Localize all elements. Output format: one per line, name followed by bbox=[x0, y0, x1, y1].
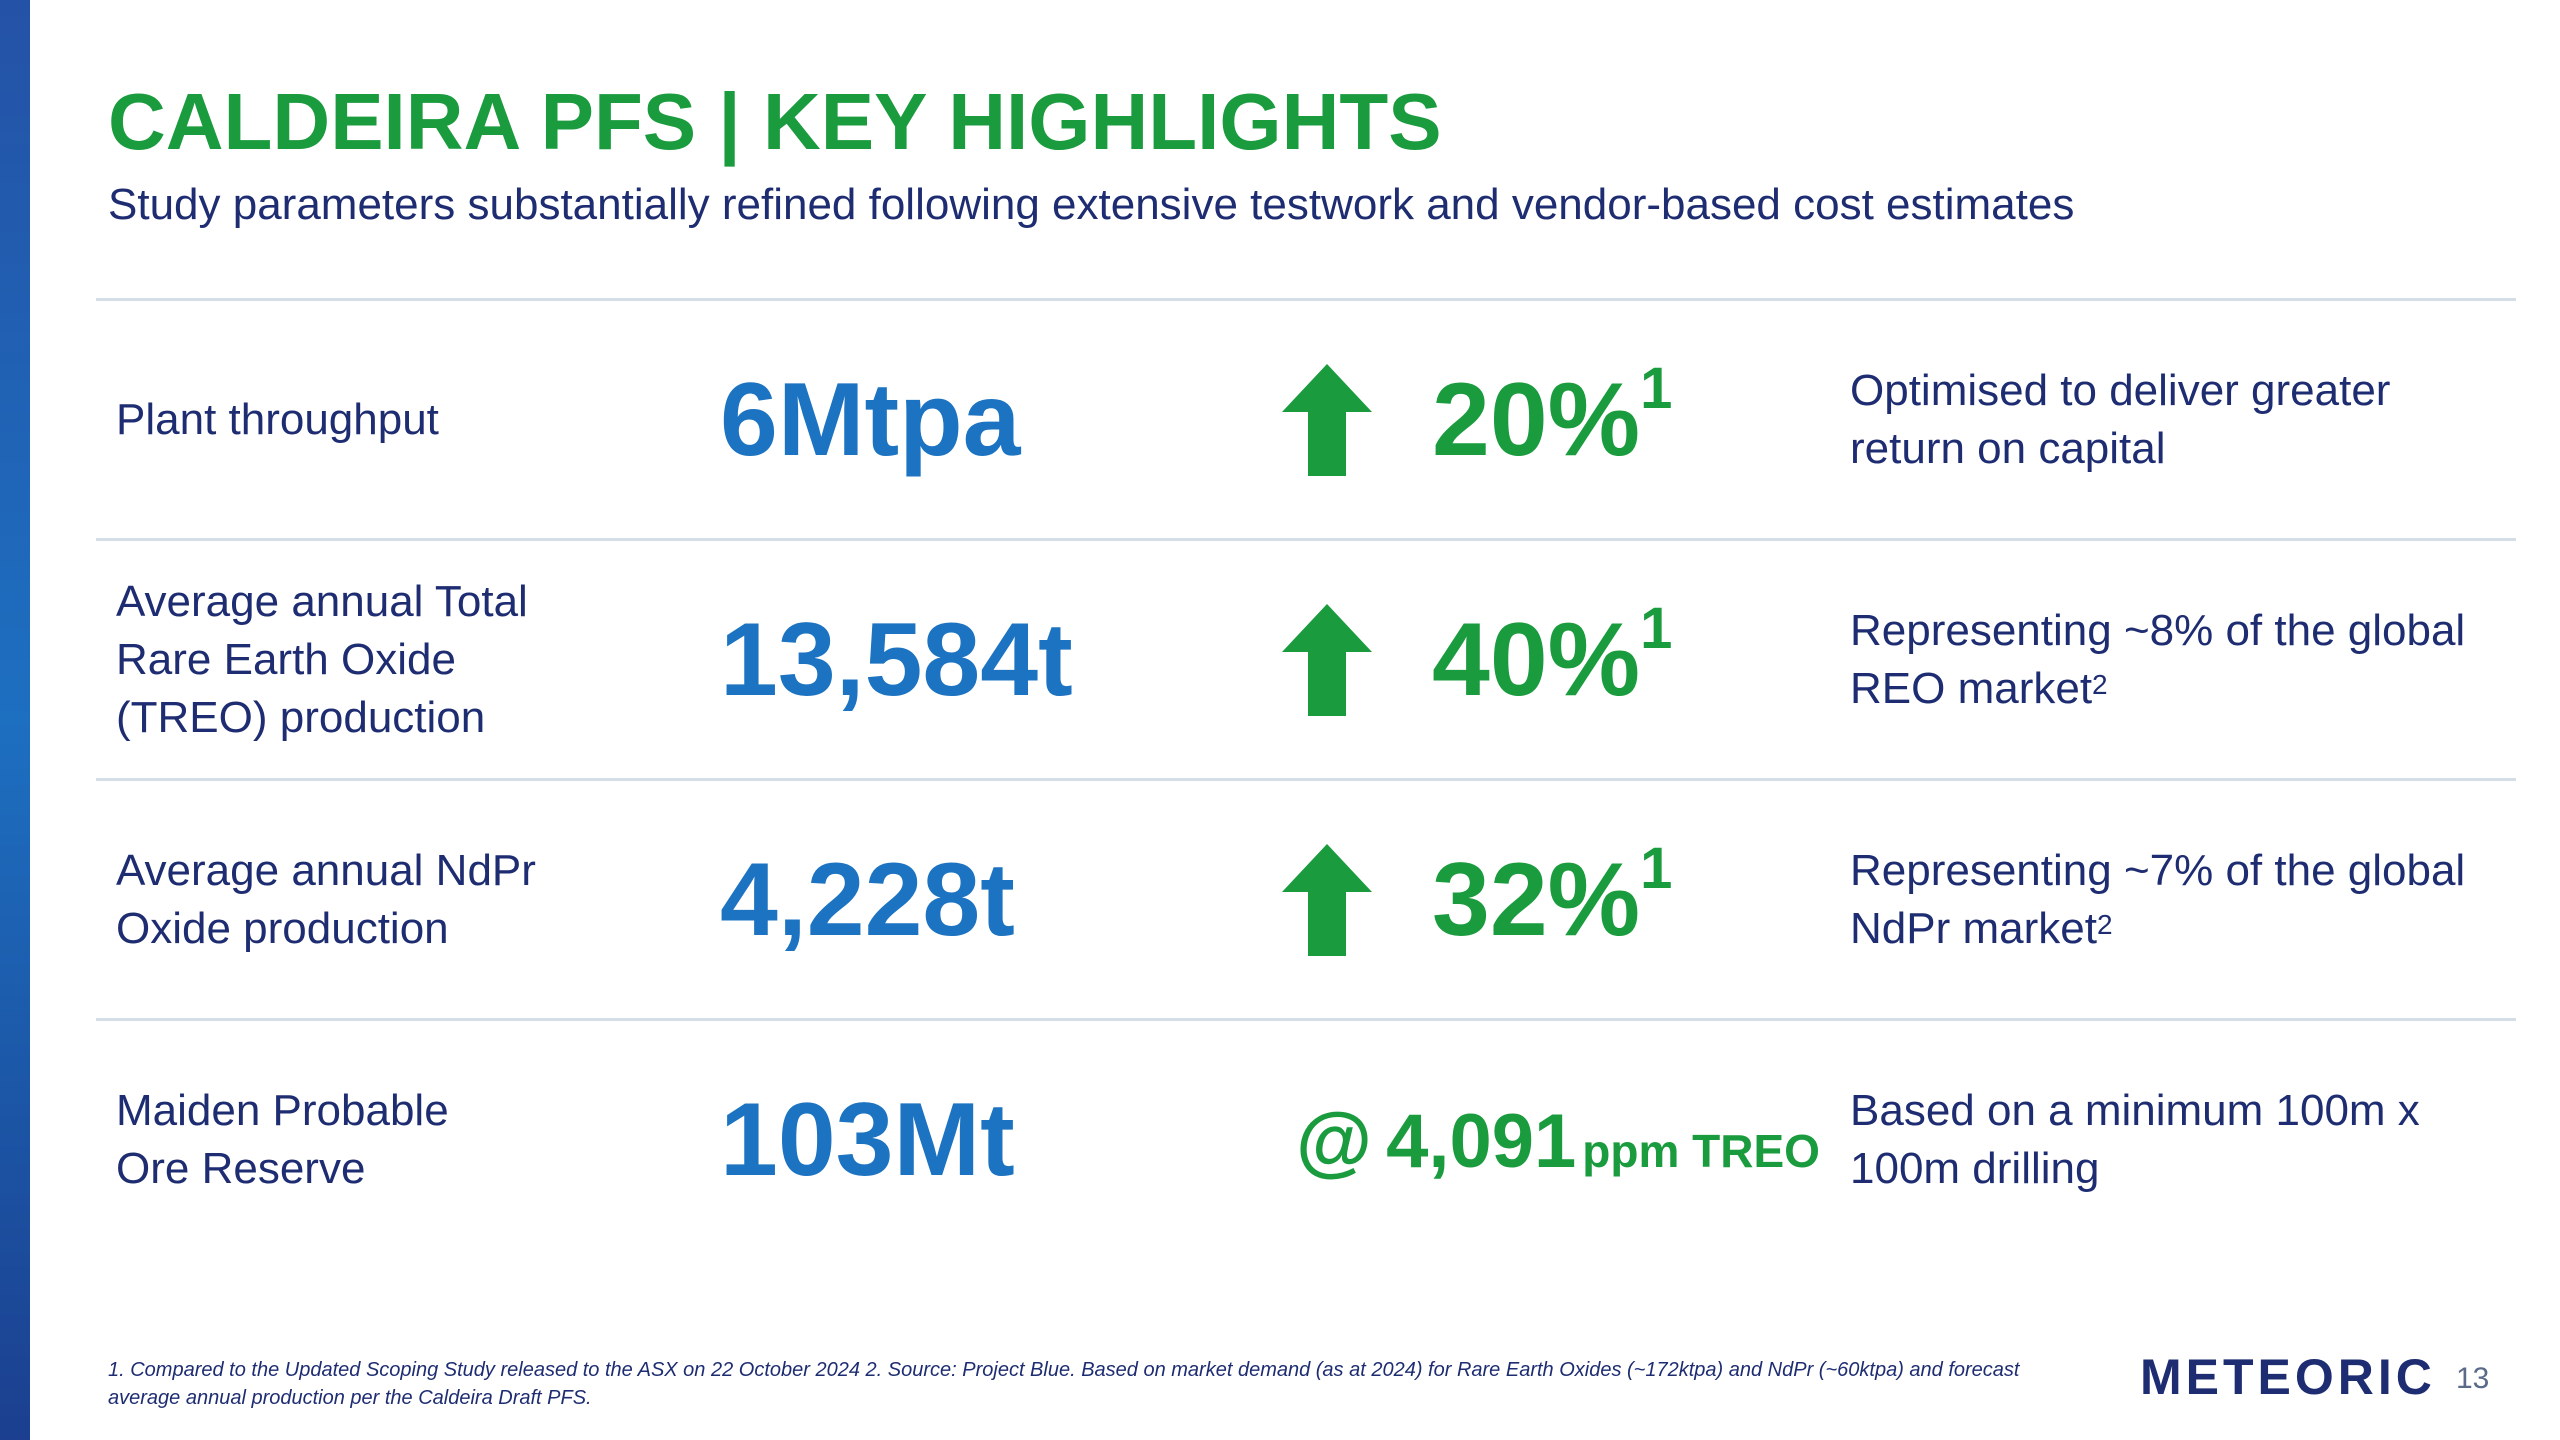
divider bbox=[96, 538, 2516, 541]
footnote-ref: 2 bbox=[2096, 909, 2113, 940]
row-change: 40%1 bbox=[1282, 540, 1672, 780]
change-percent: 32%1 bbox=[1432, 836, 1672, 960]
row-change: 32%1 bbox=[1282, 780, 1672, 1020]
page-number: 13 bbox=[2456, 1362, 2490, 1395]
company-logo: METEORIC bbox=[2140, 1349, 2436, 1405]
grade-value: 4,091 bbox=[1386, 1098, 1577, 1184]
grade-unit: ppm TREO bbox=[1582, 1124, 1820, 1177]
change-value: 20% bbox=[1432, 361, 1641, 478]
divider bbox=[96, 298, 2516, 301]
at-symbol: @ bbox=[1296, 1095, 1373, 1184]
up-arrow-icon bbox=[1282, 604, 1372, 716]
row-label: Average annual NdPr Oxide production bbox=[116, 846, 536, 953]
up-arrow-icon bbox=[1282, 844, 1372, 956]
divider bbox=[96, 778, 2516, 781]
row-value: 13,584t bbox=[720, 601, 1073, 718]
change-percent: 20%1 bbox=[1432, 356, 1672, 480]
row-label: Average annual Total Rare Earth Oxide (T… bbox=[116, 577, 528, 742]
row-note-text: Representing ~7% of the global NdPr mark… bbox=[1850, 846, 2466, 953]
row-value: 6Mtpa bbox=[720, 361, 1021, 478]
footnote-ref: 2 bbox=[2092, 669, 2108, 700]
page-subtitle: Study parameters substantially refined f… bbox=[108, 180, 2075, 229]
up-arrow-icon bbox=[1282, 364, 1372, 476]
row-label: Plant throughput bbox=[116, 395, 439, 444]
change-percent: 40%1 bbox=[1432, 596, 1672, 720]
divider bbox=[96, 1018, 2516, 1021]
row-change: 20%1 bbox=[1282, 300, 1672, 540]
highlight-row-ore-reserve: Maiden Probable Ore Reserve 103Mt @ 4,09… bbox=[96, 1020, 2516, 1260]
row-note: Representing ~7% of the global NdPr mark… bbox=[1850, 780, 2510, 1020]
left-accent-bar bbox=[0, 0, 30, 1440]
highlight-row-ndpr: Average annual NdPr Oxide production 4,2… bbox=[96, 780, 2516, 1020]
row-note-text: Optimised to deliver greater return on c… bbox=[1850, 366, 2391, 473]
footnote-ref: 1 bbox=[1640, 355, 1673, 421]
footnote-ref: 1 bbox=[1640, 835, 1673, 901]
highlight-row-throughput: Plant throughput 6Mtpa 20%1 Optimised to… bbox=[96, 300, 2516, 540]
change-value: 32% bbox=[1432, 841, 1641, 958]
highlight-row-treo: Average annual Total Rare Earth Oxide (T… bbox=[96, 540, 2516, 780]
grade-display: @ 4,091 ppm TREO bbox=[1296, 1095, 1820, 1186]
row-note-text: Representing ~8% of the global REO marke… bbox=[1850, 606, 2466, 713]
row-label: Maiden Probable Ore Reserve bbox=[116, 1086, 449, 1193]
row-note: Based on a minimum 100m x 100m drilling bbox=[1850, 1020, 2510, 1260]
row-grade: @ 4,091 ppm TREO bbox=[1296, 1020, 1820, 1260]
change-value: 40% bbox=[1432, 601, 1641, 718]
page-title: CALDEIRA PFS | KEY HIGHLIGHTS bbox=[108, 77, 1442, 166]
footnote-ref: 1 bbox=[1640, 595, 1673, 661]
row-note: Optimised to deliver greater return on c… bbox=[1850, 300, 2510, 540]
row-note-text: Based on a minimum 100m x 100m drilling bbox=[1850, 1086, 2420, 1193]
row-note: Representing ~8% of the global REO marke… bbox=[1850, 540, 2510, 780]
row-value: 103Mt bbox=[720, 1081, 1015, 1198]
footnote: 1. Compared to the Updated Scoping Study… bbox=[108, 1359, 2020, 1409]
row-value: 4,228t bbox=[720, 841, 1015, 958]
